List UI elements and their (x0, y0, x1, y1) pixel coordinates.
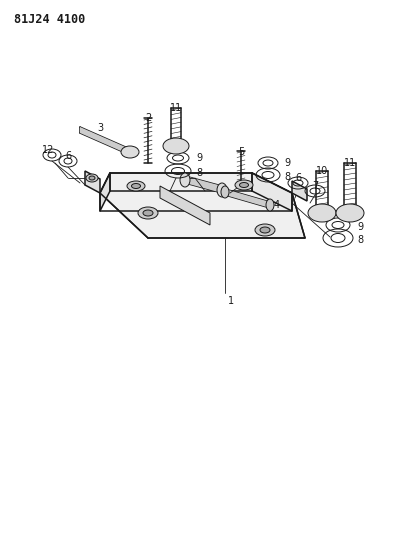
Ellipse shape (138, 207, 158, 219)
Ellipse shape (221, 186, 229, 198)
Text: 11: 11 (344, 158, 356, 168)
Text: 9: 9 (284, 158, 290, 168)
Ellipse shape (132, 183, 140, 189)
Text: 1: 1 (228, 296, 234, 306)
Text: 5: 5 (238, 147, 244, 157)
Ellipse shape (217, 183, 227, 197)
Ellipse shape (308, 204, 336, 222)
Ellipse shape (239, 182, 249, 188)
Text: 12: 12 (42, 145, 54, 155)
Polygon shape (100, 173, 305, 238)
Ellipse shape (89, 176, 95, 180)
Polygon shape (100, 173, 110, 211)
Polygon shape (160, 186, 210, 225)
Text: 9: 9 (357, 222, 363, 232)
Ellipse shape (143, 210, 153, 216)
Text: 6: 6 (65, 151, 71, 161)
Ellipse shape (260, 227, 270, 233)
Ellipse shape (86, 174, 98, 182)
Text: 2: 2 (145, 113, 151, 123)
Polygon shape (292, 181, 307, 201)
Text: 8: 8 (357, 235, 363, 245)
Ellipse shape (121, 146, 139, 158)
Text: 10: 10 (316, 166, 328, 176)
Polygon shape (85, 171, 100, 193)
Text: 6: 6 (295, 173, 301, 183)
Ellipse shape (180, 173, 190, 187)
Ellipse shape (127, 181, 145, 191)
Ellipse shape (235, 180, 253, 190)
Ellipse shape (336, 204, 364, 222)
Text: 11: 11 (170, 103, 182, 113)
Text: 81J24 4100: 81J24 4100 (14, 13, 85, 26)
Polygon shape (185, 176, 222, 193)
Text: 3: 3 (97, 123, 103, 133)
Polygon shape (80, 127, 130, 155)
Ellipse shape (163, 138, 189, 154)
Ellipse shape (255, 224, 275, 236)
Text: 8: 8 (196, 168, 202, 178)
Text: 8: 8 (284, 172, 290, 182)
Text: 4: 4 (274, 200, 280, 210)
Polygon shape (225, 189, 270, 208)
Text: 7: 7 (312, 181, 318, 191)
Polygon shape (252, 173, 292, 211)
Text: 9: 9 (196, 153, 202, 163)
Ellipse shape (266, 199, 274, 211)
